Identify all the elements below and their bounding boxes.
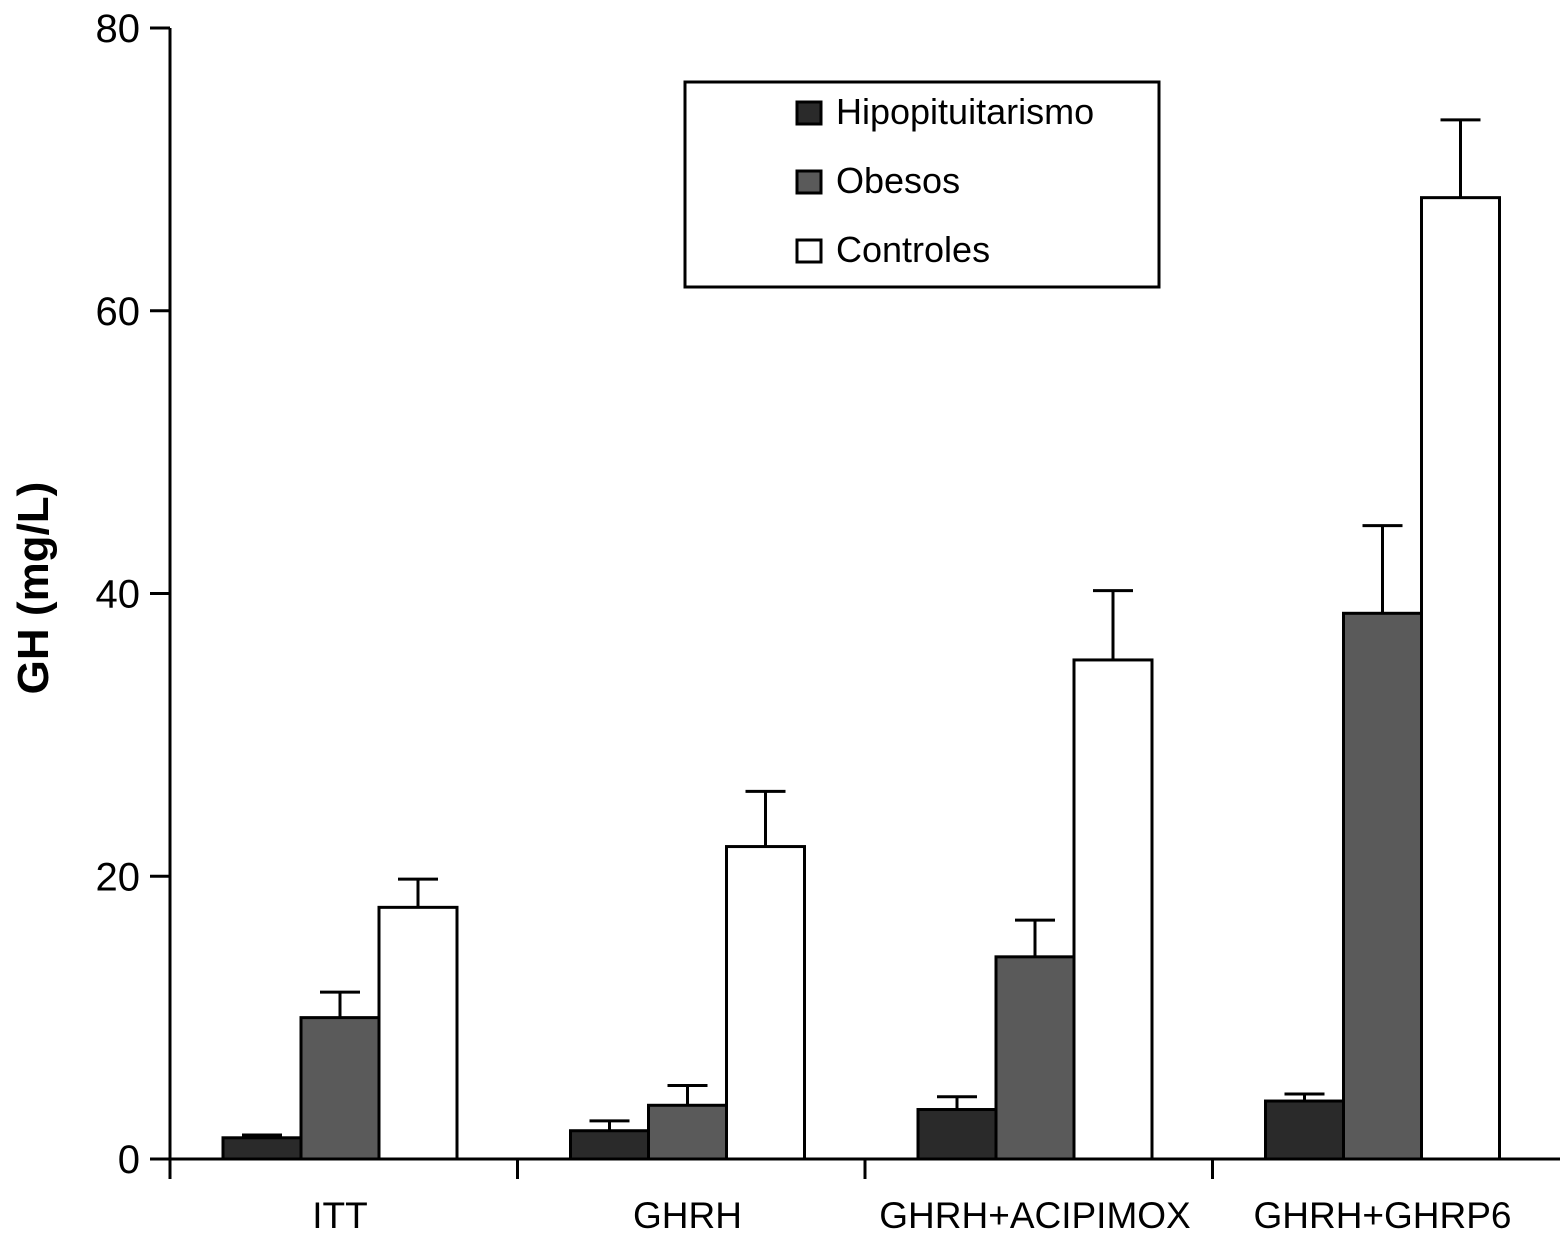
y-tick-label: 60 bbox=[96, 290, 141, 334]
bar-hipopituitarismo bbox=[1264, 1099, 1345, 1161]
bar-controles bbox=[377, 905, 459, 1161]
x-category-label: GHRH+ACIPIMOX bbox=[879, 1195, 1190, 1236]
y-tick-label: 20 bbox=[96, 855, 141, 899]
axes: 0 20 40 60 80 ITT GHRH GHRH+ACIPIMOX GHRH+GHRP6 bbox=[96, 7, 1560, 1236]
y-tick-label: 0 bbox=[118, 1138, 140, 1182]
y-tick-label: 40 bbox=[96, 573, 141, 617]
legend-swatch bbox=[795, 238, 823, 264]
bars bbox=[221, 118, 1501, 1161]
x-category-label: GHRH bbox=[633, 1195, 742, 1236]
bar-hipopituitarismo bbox=[221, 1136, 303, 1161]
bar-obesos bbox=[994, 955, 1076, 1161]
legend-label: Controles bbox=[836, 229, 990, 270]
y-axis-label: GH (mg/L) bbox=[9, 482, 58, 695]
legend-label: Obesos bbox=[836, 160, 960, 201]
x-category-label: GHRH+GHRP6 bbox=[1253, 1195, 1511, 1236]
legend-label: Hipopituitarismo bbox=[836, 91, 1094, 132]
bar-controles bbox=[1072, 658, 1154, 1161]
bar-controles bbox=[725, 845, 806, 1161]
x-category-label: ITT bbox=[312, 1195, 367, 1236]
bar-hipopituitarismo bbox=[569, 1129, 650, 1161]
bar-obesos bbox=[299, 1016, 381, 1161]
legend-swatch bbox=[795, 100, 823, 126]
legend-box bbox=[683, 80, 1161, 289]
y-tick-label: 80 bbox=[96, 7, 141, 51]
legend: Hipopituitarismo Obesos Controles bbox=[683, 80, 1161, 289]
legend-swatch bbox=[795, 169, 823, 195]
bar-obesos bbox=[1342, 611, 1423, 1161]
bar-hipopituitarismo bbox=[916, 1108, 998, 1161]
bar-controles bbox=[1420, 196, 1501, 1161]
bar-obesos bbox=[647, 1103, 728, 1161]
